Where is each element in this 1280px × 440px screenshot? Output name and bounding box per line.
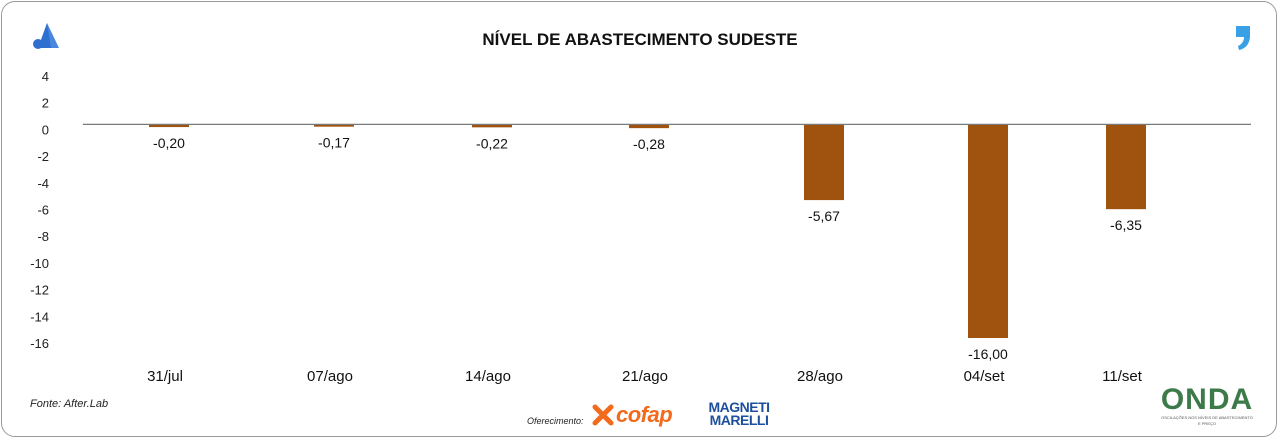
bar [314, 124, 354, 127]
y-tick-label: 2 [42, 96, 49, 111]
sponsor-label: Oferecimento: [527, 416, 584, 426]
y-tick-label: -10 [30, 256, 49, 271]
brand-comma-logo-icon [1234, 24, 1254, 52]
onda-logo: ONDA OSCILAÇÕES NOS NÍVEIS DE ABASTECIME… [1160, 385, 1254, 427]
y-tick-label: 4 [42, 69, 49, 84]
x-tick-label: 28/ago [797, 368, 843, 385]
y-tick-label: -8 [37, 229, 49, 244]
brand-a-logo-icon [30, 20, 64, 50]
y-tick-label: -2 [37, 149, 49, 164]
x-tick-label: 04/set [964, 368, 1006, 385]
onda-tagline: OSCILAÇÕES NOS NÍVEIS DE ABASTECIMENTO E… [1161, 415, 1253, 426]
x-tick-label: 31/jul [147, 368, 183, 385]
bar [1106, 124, 1146, 210]
cofap-logo: cofap [592, 400, 673, 430]
chart-title: NÍVEL DE ABASTECIMENTO SUDESTE [482, 30, 798, 49]
x-tick-label: 07/ago [307, 368, 353, 385]
cofap-wordmark: cofap [616, 402, 673, 427]
data-label: -0,28 [633, 136, 665, 152]
bar [968, 124, 1008, 339]
y-tick-label: -14 [30, 309, 49, 324]
data-label: -0,22 [476, 135, 508, 151]
y-tick-label: 0 [42, 122, 49, 137]
cofap-x-icon [592, 404, 614, 426]
bar [804, 124, 844, 201]
y-tick-label: -6 [37, 203, 49, 218]
x-tick-label: 14/ago [465, 368, 511, 385]
y-tick-label: -16 [30, 336, 49, 351]
source-note: Fonte: After.Lab [30, 398, 109, 410]
y-tick-label: -12 [30, 283, 49, 298]
x-tick-label: 21/ago [622, 368, 668, 385]
bar [149, 124, 189, 128]
x-tick-label: 11/set [1102, 368, 1143, 385]
onda-wordmark: ONDA [1160, 383, 1254, 416]
data-label: -0,17 [318, 135, 350, 151]
data-label: -5,67 [808, 208, 840, 224]
data-label: -16,00 [968, 346, 1008, 362]
bar [629, 124, 669, 129]
magneti-marelli-logo: MAGNETI MARELLI [708, 399, 770, 428]
bar [472, 124, 512, 128]
y-tick-label: -4 [37, 176, 49, 191]
data-label: -0,20 [153, 135, 185, 151]
data-label: -6,35 [1110, 217, 1142, 233]
